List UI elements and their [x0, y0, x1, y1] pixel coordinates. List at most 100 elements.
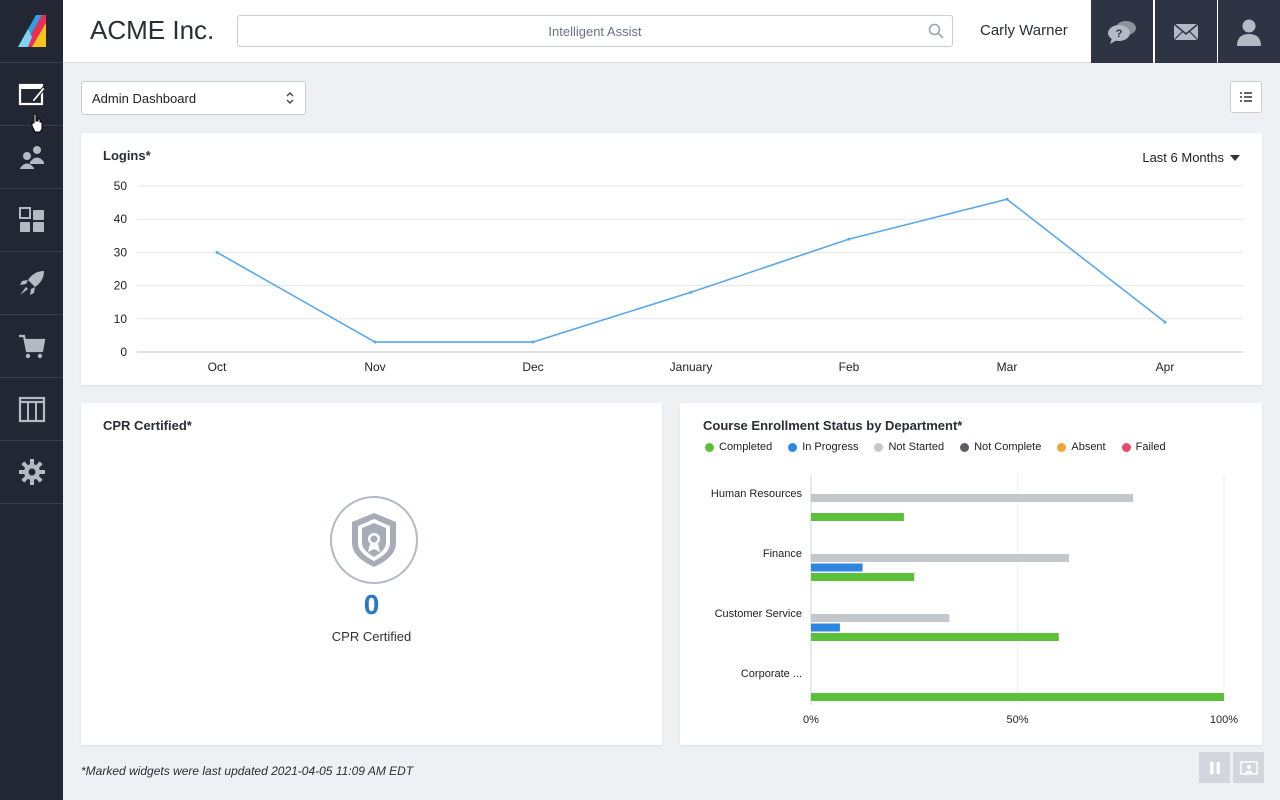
legend-dot: [705, 442, 714, 452]
search-placeholder: Intelligent Assist: [548, 24, 642, 39]
legend-label: Not Complete: [974, 441, 1042, 453]
list-icon: [1240, 92, 1252, 102]
legend-label: Absent: [1071, 441, 1106, 453]
mail-button[interactable]: [1155, 0, 1217, 63]
gear-icon: [18, 459, 45, 485]
cpr-widget: CPR Certified* 0 CPR Certified: [81, 403, 662, 745]
sidebar-item-layout[interactable]: [0, 378, 63, 441]
enrollment-bar: [811, 614, 950, 622]
enrollment-bar: [811, 693, 1224, 701]
enrollment-widget: Course Enrollment Status by Department* …: [680, 403, 1262, 745]
y-tick-label: 40: [114, 212, 128, 226]
enrollment-bar: [811, 623, 840, 632]
caret-down-icon: [1230, 154, 1240, 161]
time-range-value: Last 6 Months: [1142, 150, 1224, 165]
enrollment-title: Course Enrollment Status by Department*: [703, 418, 963, 433]
company-name: ACME Inc.: [90, 15, 215, 45]
pointer-cursor-icon: [31, 113, 43, 133]
x-tick-label: 100%: [1210, 714, 1238, 726]
legend-label: Failed: [1135, 441, 1166, 453]
user-profile-icon: [1237, 19, 1261, 46]
select-arrows-icon: [286, 92, 294, 104]
legend-label: Completed: [719, 441, 773, 453]
logins-widget: Logins* Last 6 Months 0 10 20 30 40 50 Oct Nov D…: [81, 133, 1262, 385]
logins-data-point: [847, 237, 851, 241]
logins-data-point: [215, 250, 219, 254]
category-label: Finance: [763, 548, 802, 560]
legend-item[interactable]: Not Complete: [960, 441, 1041, 453]
columns-icon: [18, 396, 45, 423]
svg-text:?: ?: [1116, 28, 1123, 40]
logins-data-point: [1163, 320, 1167, 324]
last-updated-note: *Marked widgets were last updated 2021-0…: [81, 764, 414, 778]
x-tick-label: Mar: [997, 360, 1018, 374]
sidebar-item-widgets[interactable]: [0, 189, 63, 252]
sidebar-item-launch[interactable]: [0, 252, 63, 315]
logins-title: Logins*: [103, 148, 151, 163]
x-tick-label: Nov: [364, 360, 385, 374]
cpr-count: 0: [363, 589, 380, 620]
logins-data-point: [531, 340, 535, 344]
help-chat-button[interactable]: ?: [1091, 0, 1153, 63]
edit-window-icon: [18, 83, 46, 106]
enrollment-bar: [811, 513, 904, 521]
cpr-title: CPR Certified*: [103, 418, 192, 433]
legend-dot: [1121, 442, 1131, 452]
logins-data-point: [689, 290, 693, 294]
cpr-label: CPR Certified: [331, 629, 412, 644]
legend-dot: [1057, 442, 1067, 452]
x-tick-label: January: [670, 360, 713, 374]
x-tick-label: 0%: [803, 714, 819, 726]
rocket-icon: [19, 271, 44, 295]
legend-label: In Progress: [802, 441, 859, 453]
sidebar: [0, 0, 63, 800]
category-label: Human Resources: [711, 488, 803, 500]
legend-label: Not Started: [888, 441, 945, 453]
list-view-button[interactable]: [1230, 81, 1262, 113]
y-tick-label: 10: [114, 312, 128, 326]
pause-icon: [1209, 761, 1220, 774]
users-icon: [19, 146, 44, 169]
y-tick-label: 0: [120, 345, 127, 359]
logins-data-point: [1005, 197, 1009, 201]
enrollment-bar: [811, 554, 1070, 562]
x-tick-label: 50%: [1006, 714, 1028, 726]
legend-dot: [788, 442, 798, 452]
y-tick-label: 20: [114, 279, 128, 293]
presentation-icon: [1239, 760, 1258, 775]
pause-button[interactable]: [1199, 752, 1230, 783]
legend-dot: [874, 442, 884, 452]
sidebar-item-users[interactable]: [0, 126, 63, 189]
intelligent-assist-search[interactable]: Intelligent Assist: [237, 15, 953, 47]
legend-item[interactable]: Absent: [1057, 441, 1106, 453]
certificate-badge-icon: [330, 496, 418, 584]
y-tick-label: 30: [114, 245, 128, 259]
app-logo[interactable]: [0, 0, 63, 63]
logins-data-point: [373, 340, 377, 344]
logo-icon: [17, 15, 46, 47]
legend-item[interactable]: Not Started: [874, 441, 944, 453]
help-chat-icon: ?: [1108, 20, 1136, 44]
sidebar-item-store[interactable]: [0, 315, 63, 378]
legend-dot: [960, 442, 970, 452]
shopping-cart-icon: [18, 334, 45, 359]
sidebar-item-settings[interactable]: [0, 441, 63, 504]
dashboard-select[interactable]: Admin Dashboard: [81, 81, 306, 115]
time-range-select[interactable]: Last 6 Months: [1142, 150, 1240, 165]
x-tick-label: Oct: [208, 360, 227, 374]
x-tick-label: Apr: [1156, 360, 1175, 374]
presentation-button[interactable]: [1233, 752, 1264, 783]
user-name[interactable]: Carly Warner: [980, 22, 1068, 39]
enrollment-legend: Completed In Progress Not Started Not Co…: [705, 441, 1166, 453]
legend-item[interactable]: In Progress: [788, 441, 858, 453]
enrollment-bar: [811, 494, 1134, 502]
category-label: Corporate ...: [741, 668, 802, 680]
legend-item[interactable]: Failed: [1121, 441, 1166, 453]
search-icon[interactable]: [928, 23, 944, 39]
dashboard-select-value: Admin Dashboard: [92, 91, 197, 106]
enrollment-bar: [811, 563, 863, 572]
legend-item[interactable]: Completed: [705, 441, 772, 453]
logins-series-line: [216, 198, 1166, 343]
x-tick-label: Dec: [522, 360, 543, 374]
user-profile-button[interactable]: [1218, 0, 1280, 63]
